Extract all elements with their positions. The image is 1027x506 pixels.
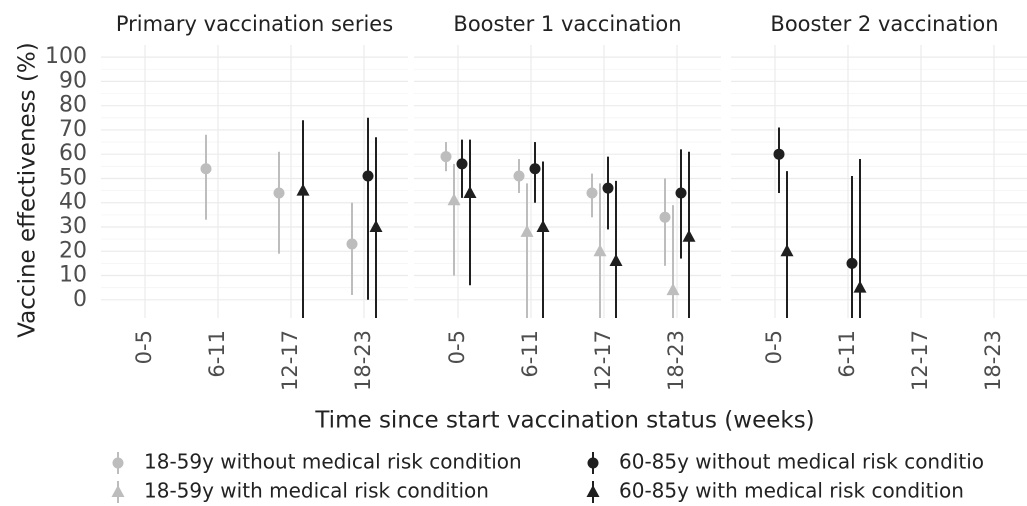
point bbox=[362, 170, 374, 182]
y-axis-label: Vaccine effectiveness (%) bbox=[15, 42, 41, 338]
point bbox=[666, 283, 680, 296]
point bbox=[602, 182, 614, 194]
x-tick-label: 6-11 bbox=[518, 330, 542, 378]
point bbox=[659, 211, 671, 223]
point bbox=[675, 187, 687, 199]
x-tick-label: 18-23 bbox=[351, 330, 375, 391]
point bbox=[296, 183, 310, 196]
y-tick-label: 70 bbox=[59, 117, 87, 142]
legend-label: 60-85y with medical risk condition bbox=[619, 479, 964, 503]
y-tick-label: 40 bbox=[59, 190, 87, 215]
y-tick-label: 10 bbox=[59, 263, 87, 288]
point bbox=[440, 151, 452, 163]
plot-area bbox=[440, 139, 696, 318]
point bbox=[112, 457, 124, 469]
point bbox=[200, 163, 212, 175]
point bbox=[587, 457, 599, 469]
x-tick-label: 18-23 bbox=[981, 330, 1005, 391]
x-tick-label: 18-23 bbox=[664, 330, 688, 391]
point bbox=[609, 253, 623, 266]
point bbox=[853, 280, 867, 293]
x-tick-label: 12-17 bbox=[908, 330, 932, 391]
y-tick-label: 0 bbox=[73, 287, 87, 312]
y-tick-label: 50 bbox=[59, 165, 87, 190]
point bbox=[773, 148, 785, 160]
y-tick-label: 30 bbox=[59, 214, 87, 239]
y-tick-label: 20 bbox=[59, 238, 87, 263]
x-tick-label: 12-17 bbox=[278, 330, 302, 391]
point bbox=[346, 238, 358, 250]
point bbox=[536, 220, 550, 232]
legend-label: 18-59y with medical risk condition bbox=[144, 479, 489, 503]
point bbox=[586, 187, 598, 199]
y-tick-label: 100 bbox=[45, 44, 87, 69]
y-tick-label: 60 bbox=[59, 141, 87, 166]
facet-title: Booster 2 vaccination bbox=[770, 12, 998, 36]
x-tick-label: 12-17 bbox=[591, 330, 615, 391]
point bbox=[111, 485, 125, 497]
plot-area bbox=[200, 117, 383, 318]
point bbox=[456, 158, 468, 170]
x-tick-label: 6-11 bbox=[835, 330, 859, 378]
point bbox=[593, 244, 607, 257]
point bbox=[682, 229, 696, 242]
point bbox=[846, 257, 858, 269]
facet-title: Primary vaccination series bbox=[116, 12, 393, 36]
x-tick-label: 0-5 bbox=[445, 330, 469, 364]
plot-area bbox=[773, 127, 867, 318]
legend-label: 18-59y without medical risk condition bbox=[144, 450, 522, 474]
x-tick-label: 0-5 bbox=[762, 330, 786, 364]
y-tick-label: 80 bbox=[59, 93, 87, 118]
point bbox=[586, 485, 600, 497]
point bbox=[273, 187, 285, 199]
point bbox=[513, 170, 525, 182]
point bbox=[369, 220, 383, 232]
facet-title: Booster 1 vaccination bbox=[453, 12, 681, 36]
x-tick-label: 0-5 bbox=[132, 330, 156, 364]
point bbox=[447, 193, 461, 206]
point bbox=[520, 224, 534, 237]
x-tick-label: 6-11 bbox=[205, 330, 229, 378]
point bbox=[529, 163, 541, 175]
y-tick-label: 90 bbox=[59, 68, 87, 93]
x-axis-label: Time since start vaccination status (wee… bbox=[314, 408, 814, 434]
point bbox=[463, 186, 477, 199]
point bbox=[780, 244, 794, 257]
legend-label: 60-85y without medical risk conditio bbox=[619, 450, 984, 474]
